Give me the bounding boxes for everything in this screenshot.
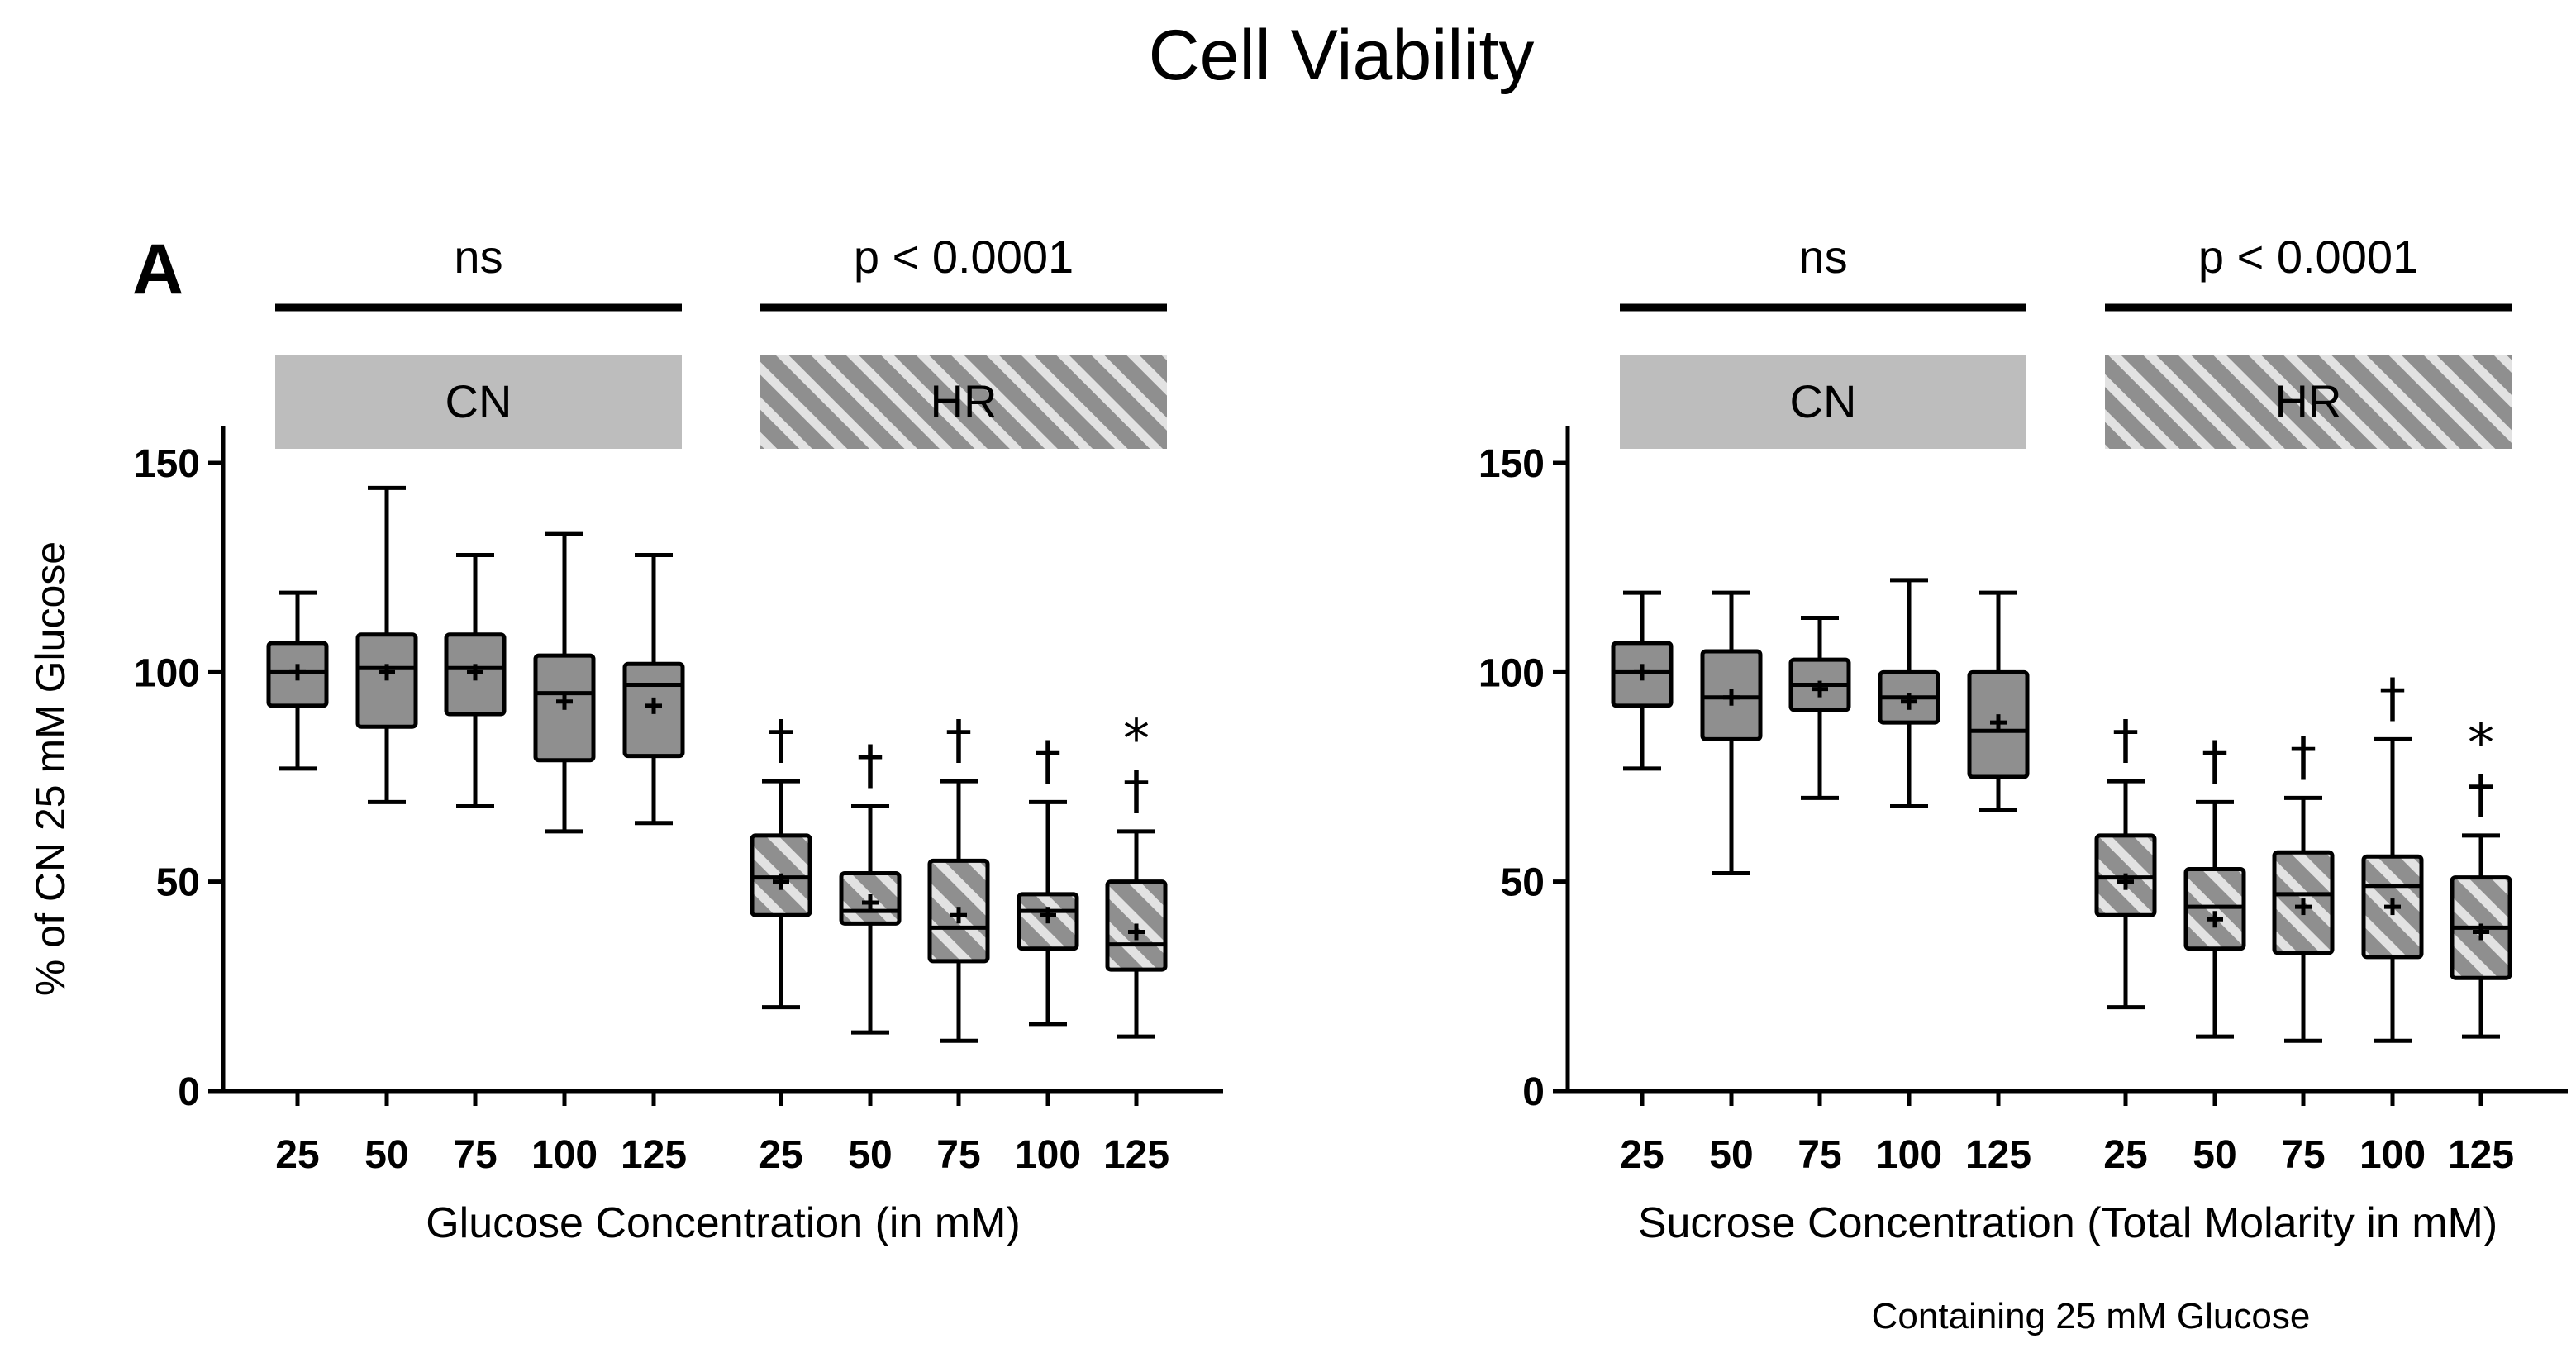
significance-star: * [1123, 709, 1150, 770]
box-cn-75: 75 [1788, 615, 1851, 1177]
y-tick-label: 50 [1501, 861, 1545, 905]
iqr-box [355, 632, 418, 729]
x-tick-label: 25 [1620, 1133, 1664, 1177]
y-tick-label: 0 [178, 1070, 200, 1114]
x-tick-label: 25 [759, 1133, 802, 1177]
y-tick-label: 0 [1522, 1070, 1545, 1114]
x-tick-label: 125 [1965, 1133, 2031, 1177]
x-tick-label: 125 [621, 1133, 687, 1177]
group-band-label: HR [2275, 375, 2342, 427]
x-tick-label: 25 [275, 1133, 319, 1177]
significance-dagger: † [857, 735, 883, 796]
x-tick-label: 75 [453, 1133, 497, 1177]
x-tick-label: 100 [2359, 1133, 2426, 1177]
group-band-label: HR [931, 375, 998, 427]
x-tick-label: 50 [1709, 1133, 1753, 1177]
box-hr-50: 50 † [839, 735, 902, 1177]
box-cn-50: 50 [355, 485, 418, 1177]
box-cn-25: 25 [266, 590, 329, 1177]
y-axis-label: % of CN 25 mM Glucose [27, 541, 74, 996]
significance-dagger: † [2290, 727, 2316, 788]
panel-letter: A [132, 230, 183, 309]
significance-dagger: † [2379, 668, 2406, 729]
group-band-hr [2105, 355, 2512, 449]
box-hr-75: 75 † [927, 710, 990, 1177]
box-hr-25: 25 † [750, 710, 812, 1177]
y-tick-label: 100 [134, 651, 200, 695]
box-cn-75: 75 [444, 552, 507, 1177]
box-cn-50: 50 [1700, 590, 1763, 1177]
y-tick-label: 100 [1478, 651, 1545, 695]
x-tick-label: 100 [531, 1133, 598, 1177]
significance-dagger: † [1123, 760, 1150, 822]
box-hr-125: 125 *† [1103, 709, 1169, 1177]
significance-dagger: † [945, 710, 972, 771]
x-axis-label: Sucrose Concentration (Total Molarity in… [1638, 1199, 2497, 1247]
group-band-cn [1620, 355, 2026, 449]
significance-dagger: † [1035, 731, 1061, 792]
box-hr-100: 100 † [2359, 668, 2426, 1177]
x-axis-note: Containing 25 mM Glucose [1872, 1296, 2311, 1337]
x-tick-label: 50 [848, 1133, 892, 1177]
x-tick-label: 50 [364, 1133, 408, 1177]
significance-label: ns [454, 231, 502, 283]
x-tick-label: 75 [1797, 1133, 1841, 1177]
group-band-label: CN [1790, 375, 1857, 427]
significance-dagger: † [2468, 765, 2494, 826]
x-axis-label: Glucose Concentration (in mM) [426, 1199, 1021, 1247]
significance-dagger: † [2112, 710, 2139, 771]
x-tick-label: 125 [2448, 1133, 2514, 1177]
box-cn-100: 100 [531, 531, 598, 1177]
box-cn-100: 100 [1876, 578, 1942, 1177]
x-tick-label: 125 [1103, 1133, 1169, 1177]
group-band-label: CN [445, 375, 512, 427]
box-hr-100: 100 † [1015, 731, 1081, 1177]
x-tick-label: 75 [936, 1133, 980, 1177]
iqr-box [2183, 866, 2246, 951]
x-tick-label: 50 [2193, 1133, 2236, 1177]
x-tick-label: 75 [2281, 1133, 2325, 1177]
box-cn-125: 125 [1965, 590, 2031, 1177]
x-tick-label: 25 [2103, 1133, 2147, 1177]
figure-title: Cell Viability [1149, 16, 1535, 95]
box-cn-25: 25 [1611, 590, 1674, 1177]
x-tick-label: 100 [1015, 1133, 1081, 1177]
x-tick-label: 100 [1876, 1133, 1942, 1177]
box-hr-75: 75 † [2272, 727, 2335, 1177]
group-band-cn [275, 355, 682, 449]
significance-star: * [2468, 713, 2494, 774]
box-hr-25: 25 † [2094, 710, 2157, 1177]
box-cn-125: 125 [621, 552, 687, 1177]
significance-label: p < 0.0001 [2198, 231, 2418, 283]
box-hr-125: 125 *† [2448, 713, 2514, 1177]
significance-dagger: † [768, 710, 794, 771]
significance-dagger: † [2202, 731, 2228, 792]
group-band-hr [760, 355, 1167, 449]
significance-label: p < 0.0001 [854, 231, 1074, 283]
box-hr-50: 50 † [2183, 731, 2246, 1177]
y-tick-label: 150 [134, 442, 200, 486]
y-tick-label: 150 [1478, 442, 1545, 486]
significance-label: ns [1798, 231, 1847, 283]
y-tick-label: 50 [156, 861, 200, 905]
